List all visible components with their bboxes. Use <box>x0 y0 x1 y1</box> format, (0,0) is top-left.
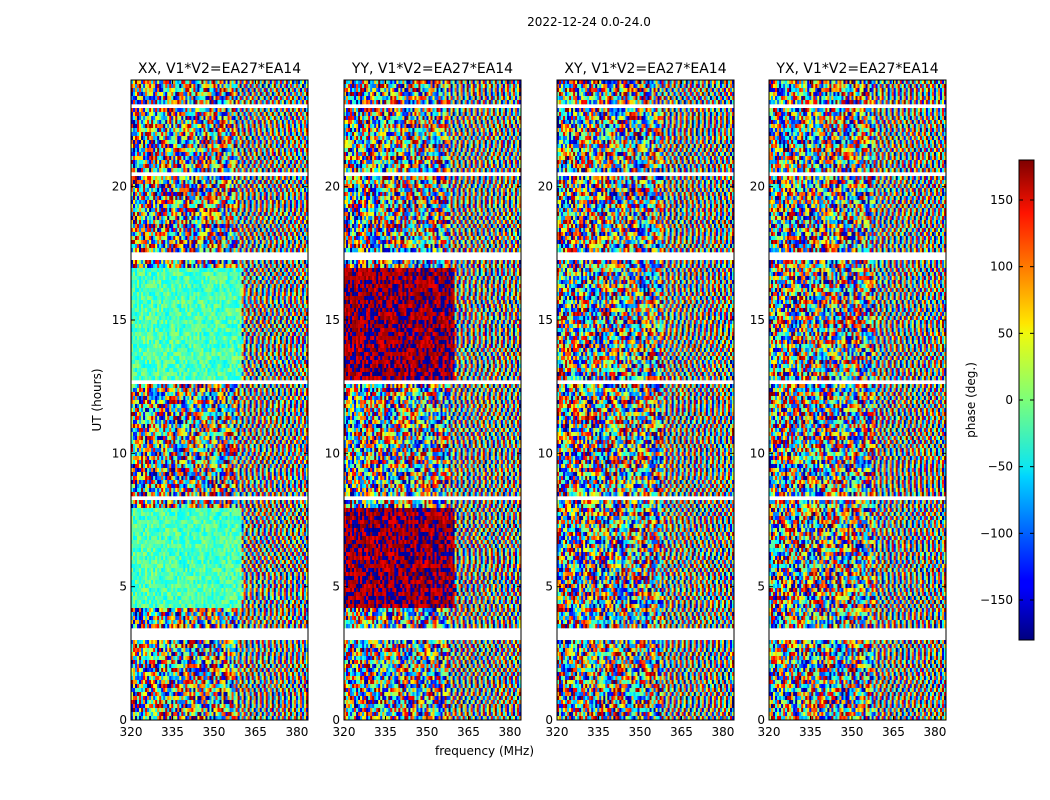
y-tick-label: 15 <box>538 313 553 327</box>
y-tick-label: 15 <box>750 313 765 327</box>
colorbar: 150 100 50 0 −50 −100 −150 phase (deg.) <box>964 160 1034 640</box>
x-tick-label: 380 <box>711 725 734 739</box>
x-tick-label: 320 <box>758 725 781 739</box>
x-tick-label: 365 <box>670 725 693 739</box>
colorbar-tick-label: 150 <box>990 193 1013 207</box>
x-tick-label: 380 <box>923 725 946 739</box>
y-tick-label: 10 <box>325 446 340 460</box>
y-tick-label: 15 <box>112 313 127 327</box>
x-tick-label: 335 <box>587 725 610 739</box>
y-tick-label: 20 <box>750 180 765 194</box>
x-tick-label: 350 <box>629 725 652 739</box>
colorbar-tick-label: −150 <box>980 593 1013 607</box>
panel-1: XX, V1*V2=EA27*EA14 320 335 350 365 380 0 5 10 15… <box>90 61 308 739</box>
y-tick-label: 5 <box>545 580 553 594</box>
heatmap-cells <box>769 80 946 720</box>
y-tick-label: 0 <box>332 713 340 727</box>
y-tick-label: 0 <box>545 713 553 727</box>
y-tick-label: 20 <box>112 180 127 194</box>
colorbar-label: phase (deg.) <box>964 362 978 438</box>
x-tick-label: 350 <box>841 725 864 739</box>
panel-title: XY, V1*V2=EA27*EA14 <box>564 61 726 77</box>
y-tick-label: 10 <box>538 446 553 460</box>
colorbar-tick-label: 0 <box>1005 393 1013 407</box>
y-tick-label: 5 <box>757 580 765 594</box>
x-tick-label: 335 <box>161 725 184 739</box>
y-tick-label: 5 <box>332 580 340 594</box>
y-tick-label: 20 <box>325 180 340 194</box>
colorbar-tick-label: −50 <box>988 460 1013 474</box>
y-axis-label: UT (hours) <box>90 368 104 431</box>
y-tick-label: 10 <box>750 446 765 460</box>
heatmap-cells <box>131 80 308 720</box>
x-tick-label: 365 <box>244 725 267 739</box>
colorbar-tick-label: 100 <box>990 260 1013 274</box>
colorbar-tick-label: −100 <box>980 526 1013 540</box>
y-tick-label: 0 <box>119 713 127 727</box>
panel-4: YX, V1*V2=EA27*EA14 320 335 350 365 380 0 5 10 15… <box>750 61 947 739</box>
panel-2: YY, V1*V2=EA27*EA14 320 335 350 365 380 0 5 10 15… <box>325 61 534 758</box>
x-axis-label: frequency (MHz) <box>435 744 534 758</box>
colorbar-tick-label: 50 <box>998 326 1013 340</box>
x-tick-label: 380 <box>285 725 308 739</box>
heatmap-cells <box>344 80 521 720</box>
x-tick-label: 335 <box>799 725 822 739</box>
x-tick-label: 320 <box>333 725 356 739</box>
y-tick-label: 20 <box>538 180 553 194</box>
x-tick-label: 320 <box>120 725 143 739</box>
x-tick-label: 350 <box>416 725 439 739</box>
x-tick-label: 365 <box>882 725 905 739</box>
heatmap-panels: XX, V1*V2=EA27*EA14 320 335 350 365 380 0 5 10 15… <box>90 61 946 758</box>
y-tick-label: 0 <box>757 713 765 727</box>
panel-title: YX, V1*V2=EA27*EA14 <box>775 61 938 77</box>
y-tick-label: 10 <box>112 446 127 460</box>
x-tick-label: 320 <box>546 725 569 739</box>
y-tick-label: 5 <box>119 580 127 594</box>
panel-title: YY, V1*V2=EA27*EA14 <box>351 61 513 77</box>
panel-3: XY, V1*V2=EA27*EA14 320 335 350 365 380 0 5 10 15… <box>538 61 735 739</box>
panel-title: XX, V1*V2=EA27*EA14 <box>138 61 301 77</box>
x-tick-label: 350 <box>203 725 226 739</box>
x-tick-label: 335 <box>374 725 397 739</box>
x-tick-label: 365 <box>457 725 480 739</box>
heatmap-cells <box>557 80 734 720</box>
x-tick-label: 380 <box>498 725 521 739</box>
y-tick-label: 15 <box>325 313 340 327</box>
figure-title: 2022-12-24 0.0-24.0 <box>527 15 651 29</box>
